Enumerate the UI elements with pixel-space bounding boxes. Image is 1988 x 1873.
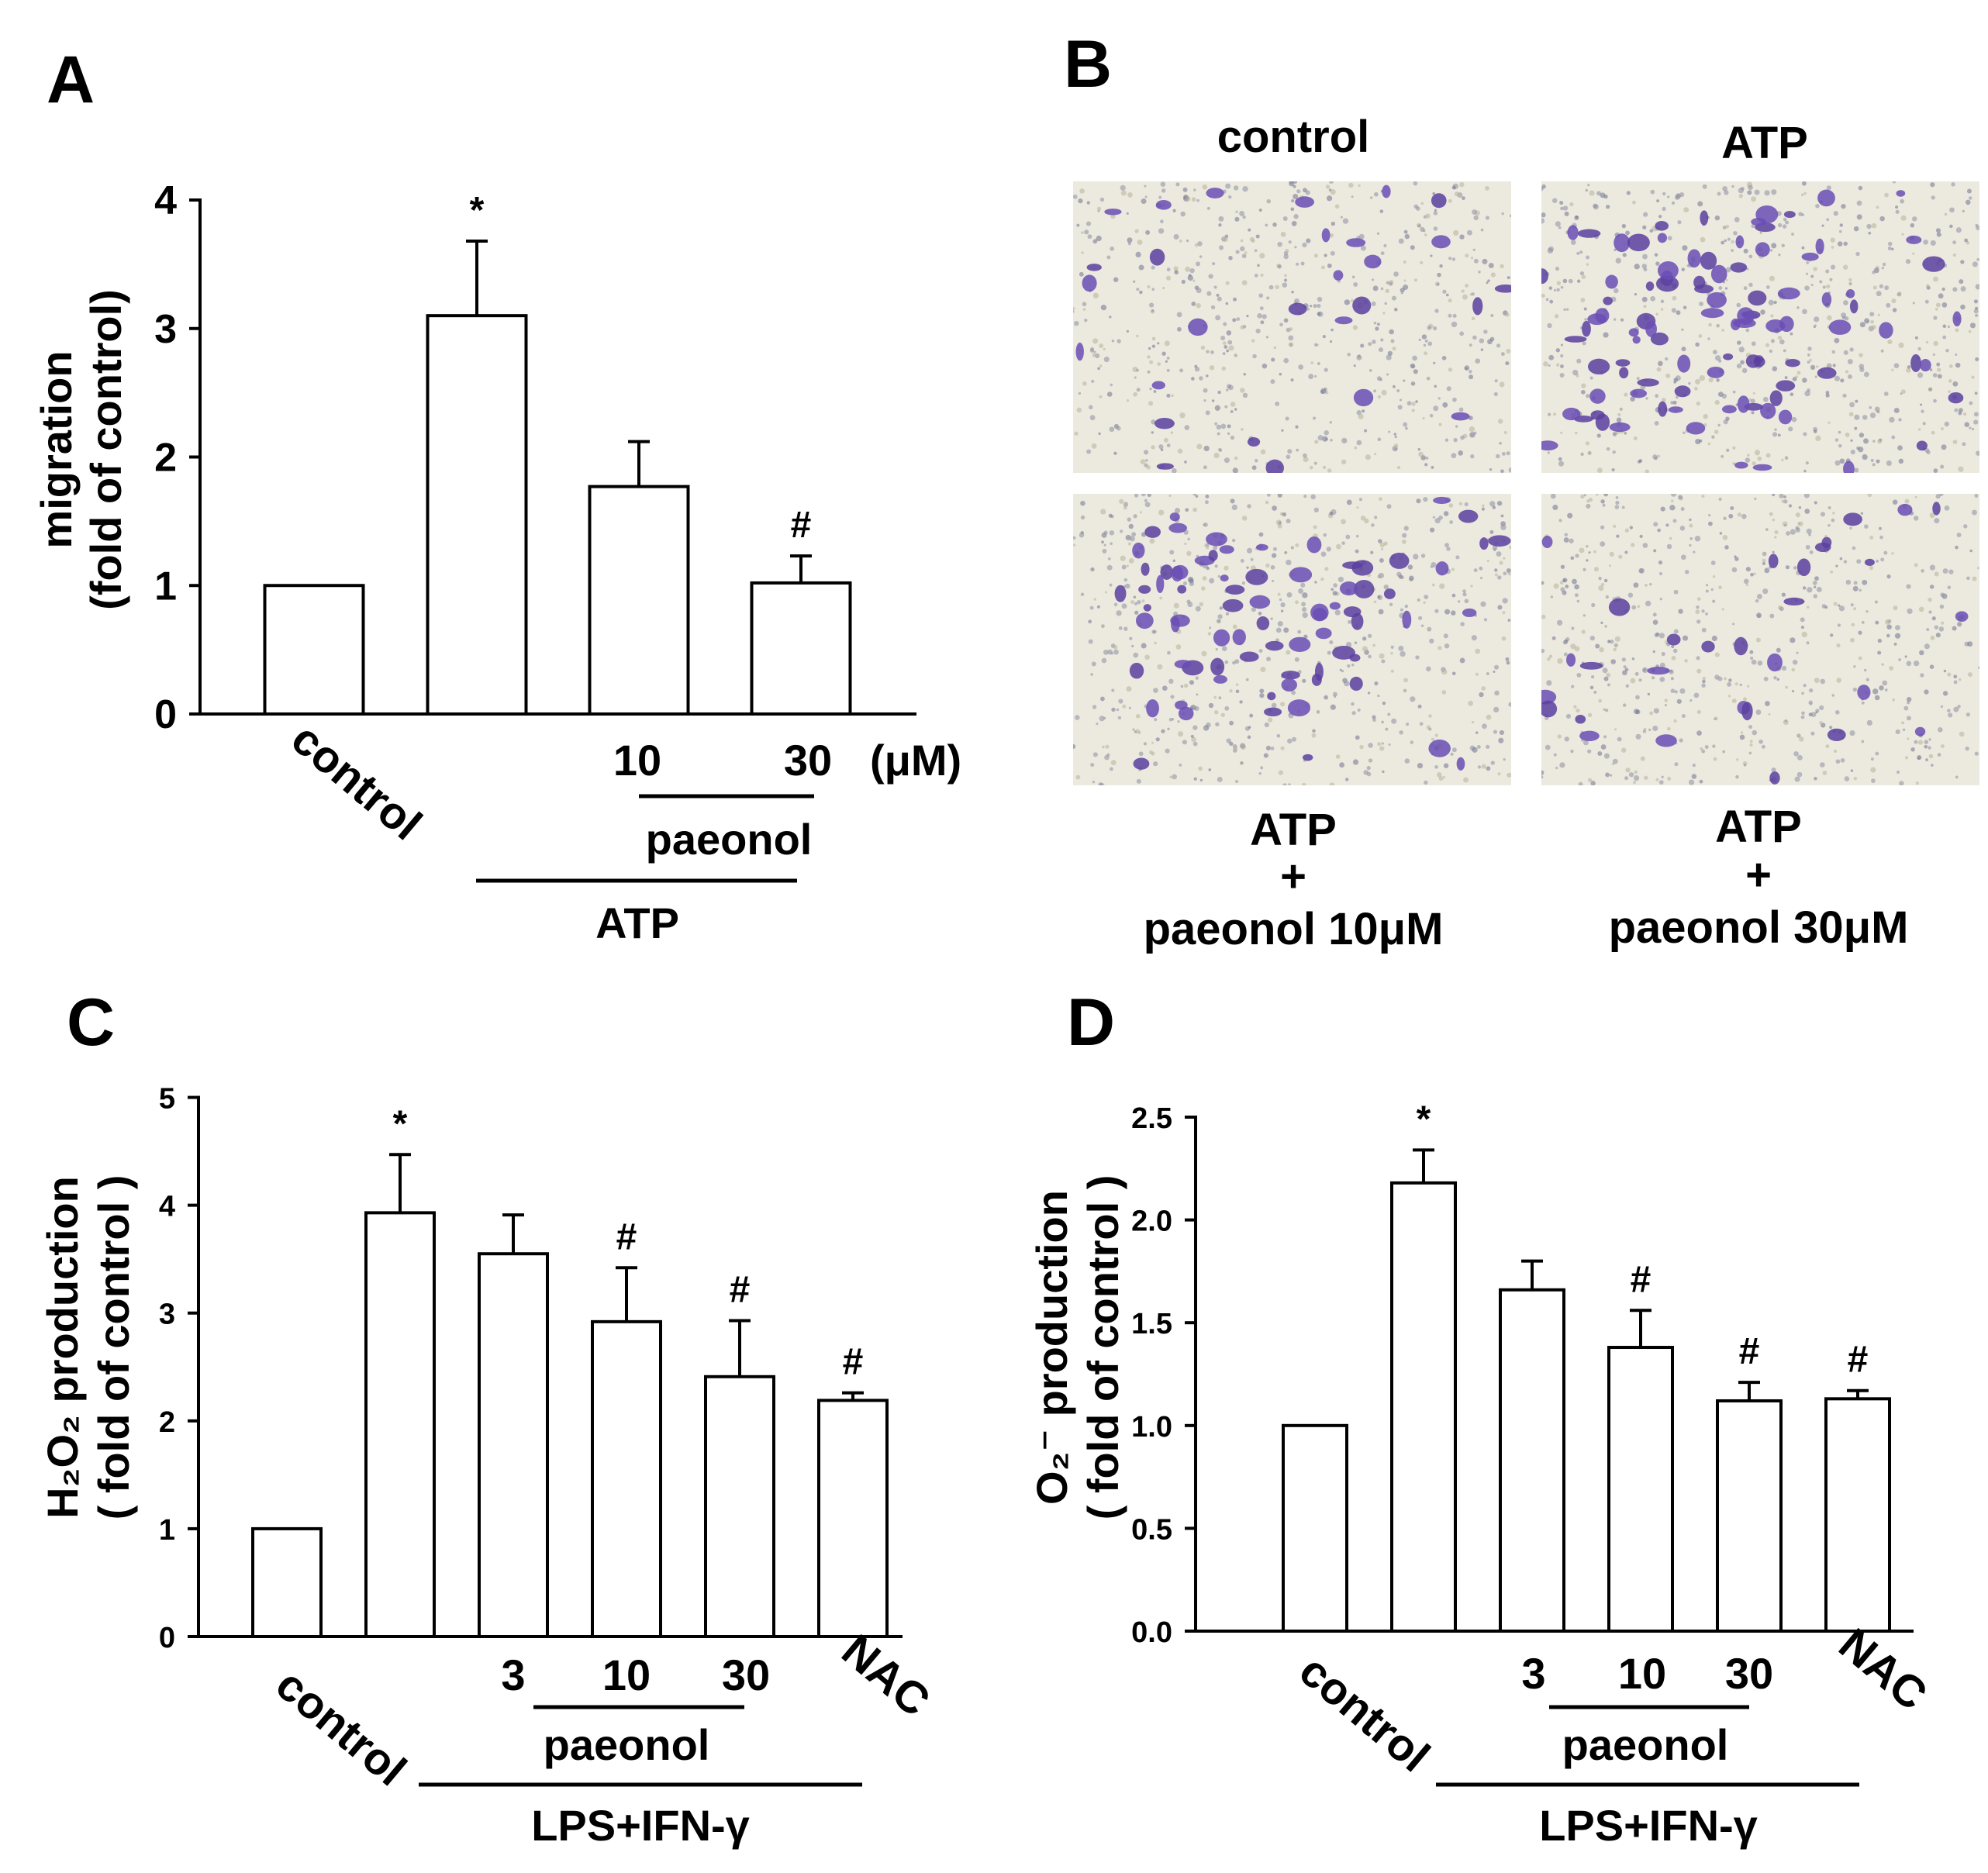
panel-c-bar (817, 1399, 889, 1638)
panel-d-bar (1716, 1399, 1783, 1633)
panel-c-significance-mark: # (730, 1269, 751, 1310)
panel-a-control-label: control (282, 713, 431, 850)
panel-c-dose-30: 30 (722, 1651, 770, 1699)
panel-d-ytick-label: 2.0 (1131, 1206, 1172, 1238)
panel-c-control-label: control (267, 1659, 416, 1795)
panel-d-bar (1607, 1346, 1674, 1633)
panel-c-dose-10: 10 (602, 1651, 651, 1699)
panel-d-paeonol-label: paeonol (1562, 1720, 1729, 1769)
panel-a-ytick-label: 0 (154, 692, 177, 737)
panel-a: A migration (fold of control) 0 1 2 3 4 * # co… (32, 43, 961, 947)
panel-a-bar (588, 485, 690, 716)
micrograph-atp-paeonol-30 (1541, 494, 1979, 785)
panel-d-significance-mark: # (1848, 1340, 1869, 1381)
panel-a-ylabel-line1: migration (32, 350, 81, 548)
panel-c-paeonol-label: paeonol (544, 1720, 710, 1769)
panel-b-label-3-line2: + (1280, 851, 1306, 902)
panel-d-group-label: LPS+IFN-γ (1539, 1801, 1758, 1850)
panel-d-plot: 0.0 0.5 1.0 1.5 2.0 2.5 * # # # (1131, 1099, 1914, 1649)
panel-b-letter: B (1064, 27, 1112, 102)
panel-d-ytick-label: 1.0 (1131, 1411, 1172, 1444)
panel-c-ylabel-line2: ( fold of control ) (89, 1175, 138, 1520)
micrograph-atp-paeonol-10 (1073, 494, 1511, 785)
panel-c: C H₂O₂ production ( fold of control ) 0 1… (38, 985, 940, 1850)
panel-c-ytick-label: 3 (159, 1299, 175, 1331)
panel-d-dose-3: 3 (1521, 1649, 1545, 1698)
panel-c-ytick-label: 0 (159, 1622, 175, 1654)
panel-d-ytick-label: 2.5 (1131, 1102, 1172, 1135)
panel-c-dose-3: 3 (501, 1651, 525, 1699)
panel-c-plot: 0 1 2 3 4 5 * # # # (159, 1083, 903, 1654)
panel-a-plot: 0 1 2 3 4 * # (154, 178, 916, 737)
panel-d-significance-mark: * (1417, 1099, 1431, 1140)
panel-a-ylabel-line2: (fold of control) (81, 289, 130, 610)
panel-b: B control ATP ATP + paeonol 10μM ATP + p… (1064, 27, 1979, 954)
panel-b-label-3-line1: ATP (1250, 805, 1337, 855)
panel-d-ytick-label: 0.5 (1131, 1513, 1172, 1546)
panel-c-significance-mark: # (843, 1342, 864, 1383)
panel-d-bar (1499, 1288, 1565, 1633)
panel-c-bar (704, 1375, 775, 1638)
panel-c-bar (251, 1526, 323, 1638)
panel-d-control-label: control (1290, 1645, 1439, 1782)
panel-d-nac-label: NAC (1830, 1619, 1937, 1720)
panel-a-significance-mark: # (791, 505, 812, 546)
panel-c-bar (591, 1319, 662, 1638)
panel-d-significance-mark: # (1739, 1331, 1760, 1372)
panel-a-atp-label: ATP (595, 899, 679, 947)
panel-c-letter: C (67, 985, 115, 1060)
panel-d: D O₂⁻ production ( fold of control ) 0.0… (1027, 985, 1937, 1850)
panel-d-ylabel-line2: ( fold of control ) (1079, 1175, 1127, 1520)
panel-a-dose-30: 30 (784, 736, 832, 785)
panel-d-significance-mark: # (1631, 1259, 1651, 1300)
panel-d-ylabel-line1: O₂⁻ production (1027, 1190, 1076, 1505)
panel-a-ylabel: migration (fold of control) (32, 289, 130, 610)
panel-c-bar (364, 1211, 436, 1638)
micrograph-control (1073, 181, 1511, 473)
panel-d-ytick-label: 0.0 (1131, 1616, 1172, 1649)
panel-a-unit: (μM) (870, 736, 961, 785)
panel-b-label-4-line2: + (1745, 850, 1772, 900)
panel-a-ytick-label: 4 (154, 178, 177, 223)
panel-a-bar (263, 584, 365, 716)
panel-d-dose-30: 30 (1725, 1649, 1773, 1698)
panel-d-bar (1282, 1423, 1348, 1633)
panel-d-bar (1390, 1181, 1457, 1633)
panel-d-ytick-label: 1.5 (1131, 1308, 1172, 1340)
panel-a-ytick-label: 3 (154, 307, 177, 352)
panel-a-paeonol-label: paeonol (646, 815, 813, 864)
panel-c-ytick-label: 5 (159, 1083, 175, 1116)
panel-c-significance-mark: * (393, 1103, 408, 1144)
panel-a-dose-10: 10 (613, 736, 661, 785)
panel-d-bar (1824, 1397, 1891, 1633)
panel-a-significance-mark: * (470, 190, 485, 231)
panel-a-bar (426, 314, 528, 716)
panel-c-bar (478, 1252, 549, 1639)
panel-a-bar (750, 581, 852, 716)
panel-b-label-control: control (1217, 112, 1370, 162)
panel-b-label-4-line1: ATP (1715, 802, 1802, 852)
panel-c-ylabel-line1: H₂O₂ production (38, 1176, 87, 1519)
panel-a-letter: A (47, 43, 95, 117)
panel-d-dose-10: 10 (1618, 1649, 1666, 1698)
panel-a-ytick-label: 1 (154, 564, 177, 609)
panel-c-ytick-label: 2 (159, 1406, 175, 1439)
panel-b-label-4-line3: paeonol 30μM (1609, 902, 1909, 953)
panel-c-group-label: LPS+IFN-γ (531, 1801, 750, 1850)
panel-c-ylabel: H₂O₂ production ( fold of control ) (38, 1175, 138, 1520)
panel-c-significance-mark: # (616, 1216, 637, 1257)
panel-c-ytick-label: 1 (159, 1514, 175, 1547)
panel-a-ytick-label: 2 (154, 436, 177, 481)
micrograph-atp (1541, 181, 1979, 473)
panel-d-ylabel: O₂⁻ production ( fold of control ) (1027, 1175, 1127, 1520)
panel-c-nac-label: NAC (833, 1625, 940, 1726)
panel-d-letter: D (1067, 985, 1115, 1060)
panel-b-label-atp: ATP (1721, 118, 1808, 168)
panel-b-label-3-line3: paeonol 10μM (1144, 904, 1444, 954)
panel-c-ytick-label: 4 (159, 1191, 175, 1223)
